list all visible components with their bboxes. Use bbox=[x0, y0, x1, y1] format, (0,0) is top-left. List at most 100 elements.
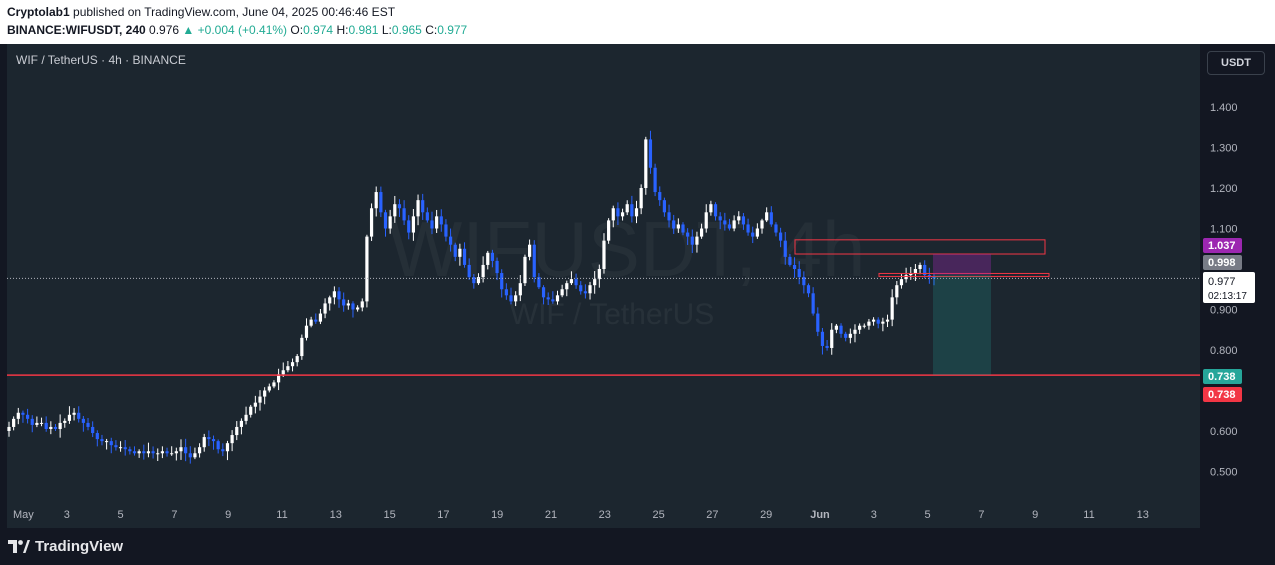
candle-body bbox=[895, 285, 899, 298]
candle-body bbox=[760, 220, 764, 229]
current-price-label: 0.977 bbox=[1208, 276, 1236, 288]
candle-body bbox=[444, 224, 448, 237]
watermark-description: WIF / TetherUS bbox=[510, 298, 715, 331]
candle-body bbox=[402, 208, 406, 221]
candle-body bbox=[704, 212, 708, 229]
candle-body bbox=[667, 212, 671, 221]
candle-body bbox=[197, 447, 202, 454]
candle-body bbox=[16, 412, 20, 419]
candle-body bbox=[574, 279, 578, 286]
candle-body bbox=[560, 289, 564, 296]
candle-body bbox=[923, 264, 927, 276]
currency-button[interactable]: USDT bbox=[1207, 51, 1265, 75]
candle-body bbox=[435, 216, 439, 229]
close-value: 0.977 bbox=[437, 23, 468, 37]
x-tick-label: Jun bbox=[810, 509, 830, 521]
x-tick-label: 29 bbox=[760, 509, 772, 521]
candle-body bbox=[25, 414, 30, 419]
candle-body bbox=[360, 301, 364, 308]
candle-body bbox=[421, 200, 425, 213]
candle-body bbox=[170, 453, 174, 455]
entry-zone[interactable] bbox=[878, 272, 1050, 277]
x-tick-label: 21 bbox=[545, 509, 557, 521]
candle-body bbox=[774, 224, 778, 233]
x-tick-label: 19 bbox=[491, 509, 503, 521]
candle-body bbox=[932, 277, 936, 279]
candle-body bbox=[239, 420, 244, 427]
candle-body bbox=[91, 426, 95, 434]
candle-body bbox=[876, 319, 880, 324]
candle-body bbox=[737, 216, 741, 221]
candle-body bbox=[486, 252, 490, 265]
price-label-support-bg bbox=[1203, 387, 1242, 402]
candle-body bbox=[676, 224, 680, 229]
author-name[interactable]: Cryptolab1 bbox=[7, 5, 70, 19]
candle-body bbox=[123, 447, 127, 450]
candle-body bbox=[541, 287, 546, 298]
tradingview-logo[interactable]: TradingView bbox=[8, 538, 123, 555]
candle-body bbox=[904, 275, 908, 280]
candle-body bbox=[332, 291, 336, 298]
candle-body bbox=[779, 232, 783, 241]
candle-body bbox=[462, 248, 467, 265]
current-price-box bbox=[1203, 272, 1255, 303]
candle-body bbox=[741, 216, 746, 225]
candle-body bbox=[346, 303, 350, 306]
position-stop-zone[interactable] bbox=[933, 254, 991, 275]
candle-body bbox=[35, 422, 39, 425]
chart-pane[interactable]: WIFUSDT, 4h WIF / TetherUS 1.400 1.300 1.200… bbox=[7, 44, 1273, 528]
x-tick-label: May bbox=[13, 509, 34, 521]
candle-body bbox=[602, 240, 606, 269]
price-label-target-bg bbox=[1203, 369, 1242, 384]
candle-body bbox=[569, 279, 574, 284]
price-label-support: 0.738 bbox=[1208, 389, 1236, 401]
candle-body bbox=[448, 236, 453, 245]
y-tick-label: 1.400 bbox=[1210, 102, 1238, 114]
x-tick-label: 11 bbox=[276, 509, 287, 521]
candle-body bbox=[699, 228, 704, 237]
position-target-zone[interactable] bbox=[933, 274, 991, 376]
candle-body bbox=[504, 289, 508, 296]
resistance-zone[interactable] bbox=[794, 239, 1046, 255]
tradingview-logo-icon bbox=[8, 540, 30, 553]
candle-body bbox=[597, 269, 601, 280]
candle-body bbox=[769, 212, 773, 225]
candle-body bbox=[727, 224, 732, 229]
x-tick-label: 3 bbox=[871, 509, 877, 521]
candle-body bbox=[128, 449, 132, 452]
candle-body bbox=[95, 433, 99, 440]
candle-body bbox=[356, 307, 360, 310]
up-triangle-icon: ▲ bbox=[182, 23, 195, 37]
candle-body bbox=[709, 204, 713, 213]
x-tick-label: 27 bbox=[706, 509, 718, 521]
candle-body bbox=[276, 374, 281, 383]
candle-body bbox=[830, 329, 834, 348]
symbol-label: BINANCE:WIFUSDT, 240 bbox=[7, 23, 146, 37]
candle-body bbox=[458, 248, 462, 257]
candle-body bbox=[30, 418, 34, 425]
candle-body bbox=[49, 426, 53, 429]
candle-body bbox=[365, 236, 369, 302]
x-tick-label: 13 bbox=[330, 509, 342, 521]
footer bbox=[0, 528, 1275, 565]
x-tick-label: 5 bbox=[925, 509, 931, 521]
candle-body bbox=[314, 319, 318, 322]
candle-body bbox=[309, 319, 313, 326]
candle-body bbox=[811, 293, 815, 314]
candle-body bbox=[58, 422, 62, 429]
candle-body bbox=[351, 303, 355, 310]
candle-body bbox=[7, 426, 11, 431]
candle-body bbox=[788, 256, 792, 265]
candle-body bbox=[286, 366, 290, 371]
candle-body bbox=[565, 283, 569, 290]
time-axis[interactable] bbox=[7, 496, 1200, 528]
candle-body bbox=[755, 228, 759, 237]
candle-body bbox=[207, 437, 211, 440]
candle-body bbox=[537, 277, 541, 288]
candle-body bbox=[481, 264, 485, 278]
x-tick-label: 9 bbox=[1032, 509, 1038, 521]
candle-body bbox=[732, 220, 736, 229]
price-label-gray-bg bbox=[1203, 255, 1242, 270]
candle-body bbox=[472, 277, 476, 284]
